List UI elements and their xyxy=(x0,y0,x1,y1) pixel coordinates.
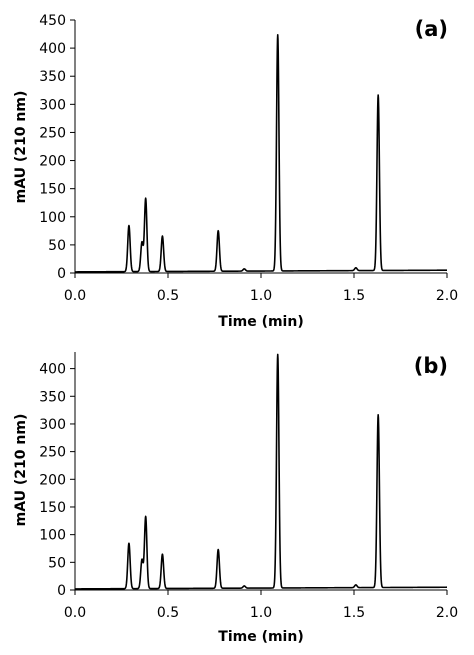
y-tick-label: 300 xyxy=(39,417,66,433)
x-tick-label: 0.5 xyxy=(157,605,179,621)
y-axis-title: mAU (210 nm) xyxy=(13,414,29,527)
x-tick-label: 2.0 xyxy=(436,605,458,621)
y-tick-label: 0 xyxy=(57,583,66,599)
chromatogram-trace xyxy=(74,34,448,273)
x-tick-label: 1.5 xyxy=(343,288,365,304)
y-tick-label: 300 xyxy=(39,97,66,113)
x-tick-label: 2.0 xyxy=(436,288,458,304)
y-tick-label: 450 xyxy=(39,13,66,29)
y-axis-title: mAU (210 nm) xyxy=(13,91,29,204)
y-tick-label: 200 xyxy=(39,472,66,488)
x-tick-label: 0.0 xyxy=(64,605,86,621)
x-tick-label: 1.0 xyxy=(250,288,272,304)
x-axis-title: Time (min) xyxy=(218,314,303,330)
x-tick-label: 1.0 xyxy=(250,605,272,621)
y-tick-label: 100 xyxy=(39,210,66,226)
x-axis-title: Time (min) xyxy=(218,629,303,645)
y-tick-label: 50 xyxy=(48,238,66,254)
chromatogram-trace xyxy=(74,353,448,590)
y-tick-label: 400 xyxy=(39,362,66,378)
x-tick-label: 0.5 xyxy=(157,288,179,304)
y-tick-label: 250 xyxy=(39,125,66,141)
y-tick-label: 350 xyxy=(39,69,66,85)
x-tick-label: 0.0 xyxy=(64,288,86,304)
chart-panel-b: 0 50 100 150 200 250 300 350 400 0.0 0.5 1.0 1.5 2.0 T… xyxy=(13,352,458,645)
panel-label: (b) xyxy=(414,354,448,378)
y-tick-label: 200 xyxy=(39,154,66,170)
panel-label: (a) xyxy=(415,17,448,41)
y-tick-label: 350 xyxy=(39,389,66,405)
y-tick-label: 50 xyxy=(48,555,66,571)
y-tick-label: 250 xyxy=(39,445,66,461)
y-tick-label: 0 xyxy=(57,266,66,282)
y-tick-label: 150 xyxy=(39,182,66,198)
y-tick-label: 150 xyxy=(39,500,66,516)
y-tick-label: 100 xyxy=(39,528,66,544)
x-tick-label: 1.5 xyxy=(343,605,365,621)
chart-panel-a: 0 50 100 150 200 250 300 350 400 450 0.0 0.5 1.0 1.5 2… xyxy=(13,13,458,330)
y-tick-label: 400 xyxy=(39,41,66,57)
